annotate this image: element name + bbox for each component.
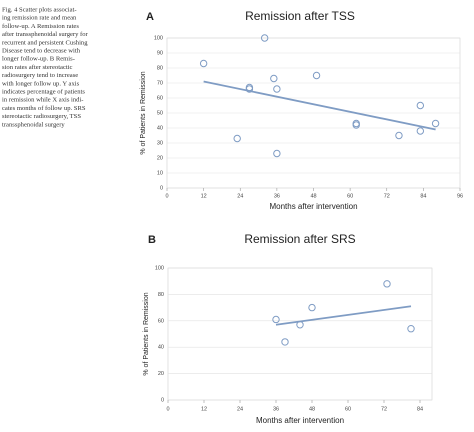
data-point (260, 34, 269, 42)
caption-line: Disease tend to decrease with (2, 48, 81, 55)
y-axis-label: % of Patients in Remission (140, 71, 147, 154)
x-tick-label: 60 (345, 406, 351, 412)
trendline (203, 80, 436, 131)
x-tick-label: 96 (457, 193, 463, 199)
y-tick-label: 70 (157, 80, 163, 86)
caption-line: after transsphenoidal surgery for (2, 31, 89, 38)
data-point (273, 85, 281, 93)
data-point (245, 85, 254, 93)
caption-line: cates months of follow up. SRS (2, 105, 86, 112)
caption-line: recurrent and persistent Cushing (2, 39, 88, 46)
y-tick-label: 80 (157, 65, 163, 71)
x-axis-label: Months after intervention (256, 416, 344, 425)
panel-label: A (146, 11, 154, 23)
data-point (416, 127, 425, 135)
data-point (431, 119, 440, 128)
y-tick-label: 40 (158, 345, 164, 351)
chart-title: Remission after SRS (244, 232, 355, 246)
data-point (281, 338, 289, 346)
data-point (199, 59, 208, 68)
data-point (308, 303, 316, 312)
caption-line: radiosurgery tend to increase (2, 72, 78, 79)
y-tick-label: 0 (160, 185, 163, 191)
x-tick-label: 36 (274, 193, 280, 199)
y-tick-label: 60 (157, 95, 163, 101)
y-tick-label: 90 (157, 50, 163, 56)
data-point (352, 121, 360, 129)
caption-line: Fig. 4 Scatter plots associat- (2, 7, 77, 14)
x-tick-label: 60 (347, 193, 353, 199)
data-point (352, 119, 360, 128)
data-point (296, 321, 304, 329)
caption-line: stereotactic radiosurgery, TSS (2, 113, 81, 120)
x-tick-label: 0 (166, 406, 169, 412)
y-tick-label: 0 (161, 397, 164, 403)
data-point (407, 325, 415, 333)
x-axis-label: Months after intervention (269, 202, 357, 211)
y-tick-label: 30 (157, 140, 163, 146)
x-tick-label: 24 (237, 193, 243, 199)
x-tick-label: 12 (201, 193, 207, 199)
x-tick-label: 84 (417, 406, 423, 412)
x-tick-label: 24 (237, 406, 243, 412)
y-tick-label: 80 (158, 292, 164, 298)
x-tick-label: 48 (309, 406, 315, 412)
caption-line: transsphenoidal surgery (2, 121, 65, 128)
caption-line: in remission while X axis indi- (2, 97, 84, 104)
caption-line: sion rates after stereotactic (2, 64, 73, 71)
x-tick-label: 72 (384, 193, 390, 199)
data-point (416, 101, 425, 110)
trendline (275, 305, 412, 326)
y-tick-label: 100 (154, 35, 163, 41)
x-tick-label: 72 (381, 406, 387, 412)
x-tick-label: 0 (165, 193, 168, 199)
data-point (395, 131, 403, 140)
caption-line: ing remission rate and mean (2, 15, 77, 22)
x-tick-label: 48 (310, 193, 316, 199)
data-point (272, 315, 280, 324)
x-tick-label: 84 (420, 193, 426, 199)
y-tick-label: 20 (158, 371, 164, 377)
data-point (383, 280, 391, 288)
x-tick-label: 36 (273, 406, 279, 412)
data-point (270, 74, 278, 83)
caption-line: longer follow-up. B Remis- (2, 56, 75, 63)
y-axis-label: % of Patients in Remission (143, 292, 150, 375)
data-point (312, 71, 321, 80)
y-tick-label: 100 (155, 265, 164, 271)
x-tick-label: 12 (201, 406, 207, 412)
panel-label: B (148, 234, 156, 246)
data-point (233, 134, 241, 143)
y-tick-label: 20 (157, 155, 163, 161)
y-tick-label: 10 (157, 170, 163, 176)
data-point (245, 83, 254, 92)
caption-line: with longer follow up. Y axis (2, 80, 80, 87)
caption-line: indicates percentage of patients (2, 89, 85, 96)
chart-title: Remission after TSS (245, 9, 355, 23)
caption-line: follow-up. A Remission rates (2, 23, 79, 30)
y-tick-label: 60 (158, 318, 164, 324)
plot-frame (167, 267, 433, 401)
data-point (273, 149, 281, 158)
y-tick-label: 40 (157, 125, 163, 131)
y-tick-label: 50 (157, 110, 163, 116)
